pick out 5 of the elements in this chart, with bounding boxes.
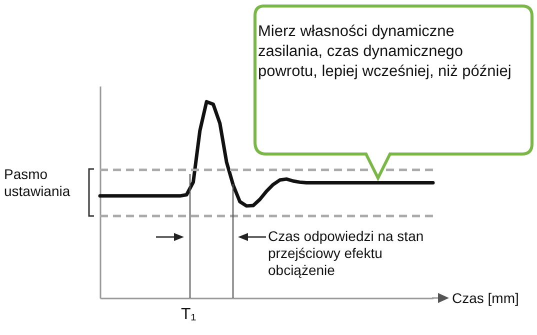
text: T₁ xyxy=(181,306,196,324)
text: Pasmo ustawiania xyxy=(4,166,72,200)
text: Mierz własności dynamiczne zasilania, czas dynamicznego powrotu, lepiej wcześniej, niż później xyxy=(258,22,512,82)
annotation: Czas odpowiedzi na stan przejściowy efektu obciążenie xyxy=(268,228,425,279)
x-axis-title: Czas [mm] xyxy=(452,290,519,306)
